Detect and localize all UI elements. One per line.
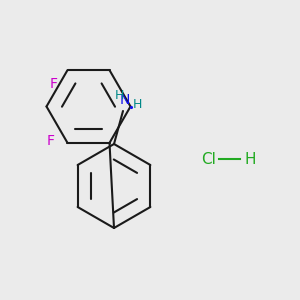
Text: F: F bbox=[50, 76, 58, 91]
Text: H: H bbox=[133, 98, 142, 111]
Text: N: N bbox=[119, 93, 130, 107]
Text: H: H bbox=[244, 152, 256, 166]
Text: H: H bbox=[115, 89, 124, 102]
Text: Cl: Cl bbox=[201, 152, 216, 166]
Text: F: F bbox=[47, 134, 55, 148]
